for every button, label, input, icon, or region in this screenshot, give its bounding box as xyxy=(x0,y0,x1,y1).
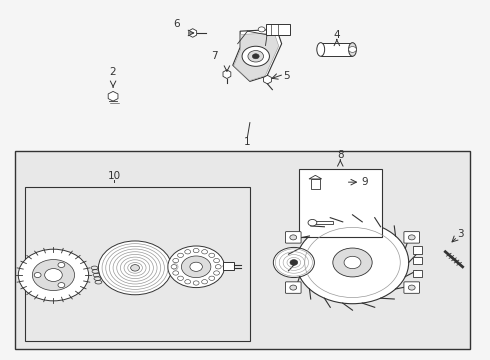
Circle shape xyxy=(173,258,179,263)
Circle shape xyxy=(171,265,177,269)
Circle shape xyxy=(18,249,89,301)
Circle shape xyxy=(131,265,140,271)
Circle shape xyxy=(408,235,415,240)
Circle shape xyxy=(202,249,208,254)
Circle shape xyxy=(185,280,191,284)
Circle shape xyxy=(202,280,208,284)
FancyBboxPatch shape xyxy=(286,231,301,243)
Circle shape xyxy=(209,276,215,280)
Text: 3: 3 xyxy=(457,229,464,239)
Circle shape xyxy=(209,253,215,257)
Polygon shape xyxy=(233,30,282,81)
FancyBboxPatch shape xyxy=(413,246,422,253)
Text: 5: 5 xyxy=(283,71,290,81)
FancyBboxPatch shape xyxy=(314,221,333,225)
Circle shape xyxy=(173,271,179,275)
Bar xyxy=(299,169,382,237)
Circle shape xyxy=(34,273,41,278)
Circle shape xyxy=(273,247,315,278)
Circle shape xyxy=(215,265,221,269)
Circle shape xyxy=(190,262,202,271)
Circle shape xyxy=(58,283,65,288)
Circle shape xyxy=(168,246,224,288)
Polygon shape xyxy=(223,70,231,78)
Polygon shape xyxy=(234,33,279,81)
FancyBboxPatch shape xyxy=(266,24,290,35)
Circle shape xyxy=(98,241,172,295)
Circle shape xyxy=(32,260,74,291)
Circle shape xyxy=(258,27,265,32)
Circle shape xyxy=(408,285,415,290)
Circle shape xyxy=(181,256,211,278)
FancyBboxPatch shape xyxy=(413,257,422,264)
Bar xyxy=(321,42,352,56)
Circle shape xyxy=(193,281,199,285)
Circle shape xyxy=(185,249,191,254)
FancyBboxPatch shape xyxy=(223,262,234,270)
Text: 9: 9 xyxy=(362,177,368,187)
Text: 8: 8 xyxy=(337,150,343,160)
Ellipse shape xyxy=(317,42,325,56)
Circle shape xyxy=(333,248,372,277)
FancyBboxPatch shape xyxy=(286,282,301,293)
Circle shape xyxy=(252,54,259,59)
Polygon shape xyxy=(264,75,271,84)
Circle shape xyxy=(214,271,220,275)
Text: 2: 2 xyxy=(109,67,116,77)
Circle shape xyxy=(214,258,220,263)
Circle shape xyxy=(290,235,296,240)
Text: 1: 1 xyxy=(244,138,251,147)
Text: 7: 7 xyxy=(211,51,218,61)
Circle shape xyxy=(242,46,270,66)
Polygon shape xyxy=(309,175,322,179)
Circle shape xyxy=(58,262,65,267)
FancyBboxPatch shape xyxy=(311,179,320,189)
Circle shape xyxy=(348,46,356,52)
Circle shape xyxy=(296,221,409,304)
Text: 4: 4 xyxy=(334,30,340,40)
Circle shape xyxy=(308,220,317,226)
Polygon shape xyxy=(108,91,118,101)
Polygon shape xyxy=(189,29,196,37)
Circle shape xyxy=(290,285,296,290)
Text: 10: 10 xyxy=(107,171,121,181)
Circle shape xyxy=(177,276,183,280)
Circle shape xyxy=(290,260,298,265)
FancyBboxPatch shape xyxy=(413,270,422,277)
Circle shape xyxy=(45,269,62,282)
Circle shape xyxy=(344,256,361,269)
FancyBboxPatch shape xyxy=(404,282,419,293)
Text: 6: 6 xyxy=(173,19,180,29)
FancyBboxPatch shape xyxy=(404,231,419,243)
Circle shape xyxy=(177,253,183,257)
Circle shape xyxy=(248,50,264,62)
Bar xyxy=(25,187,250,341)
Bar xyxy=(15,151,470,348)
Circle shape xyxy=(193,248,199,253)
Ellipse shape xyxy=(348,42,356,56)
